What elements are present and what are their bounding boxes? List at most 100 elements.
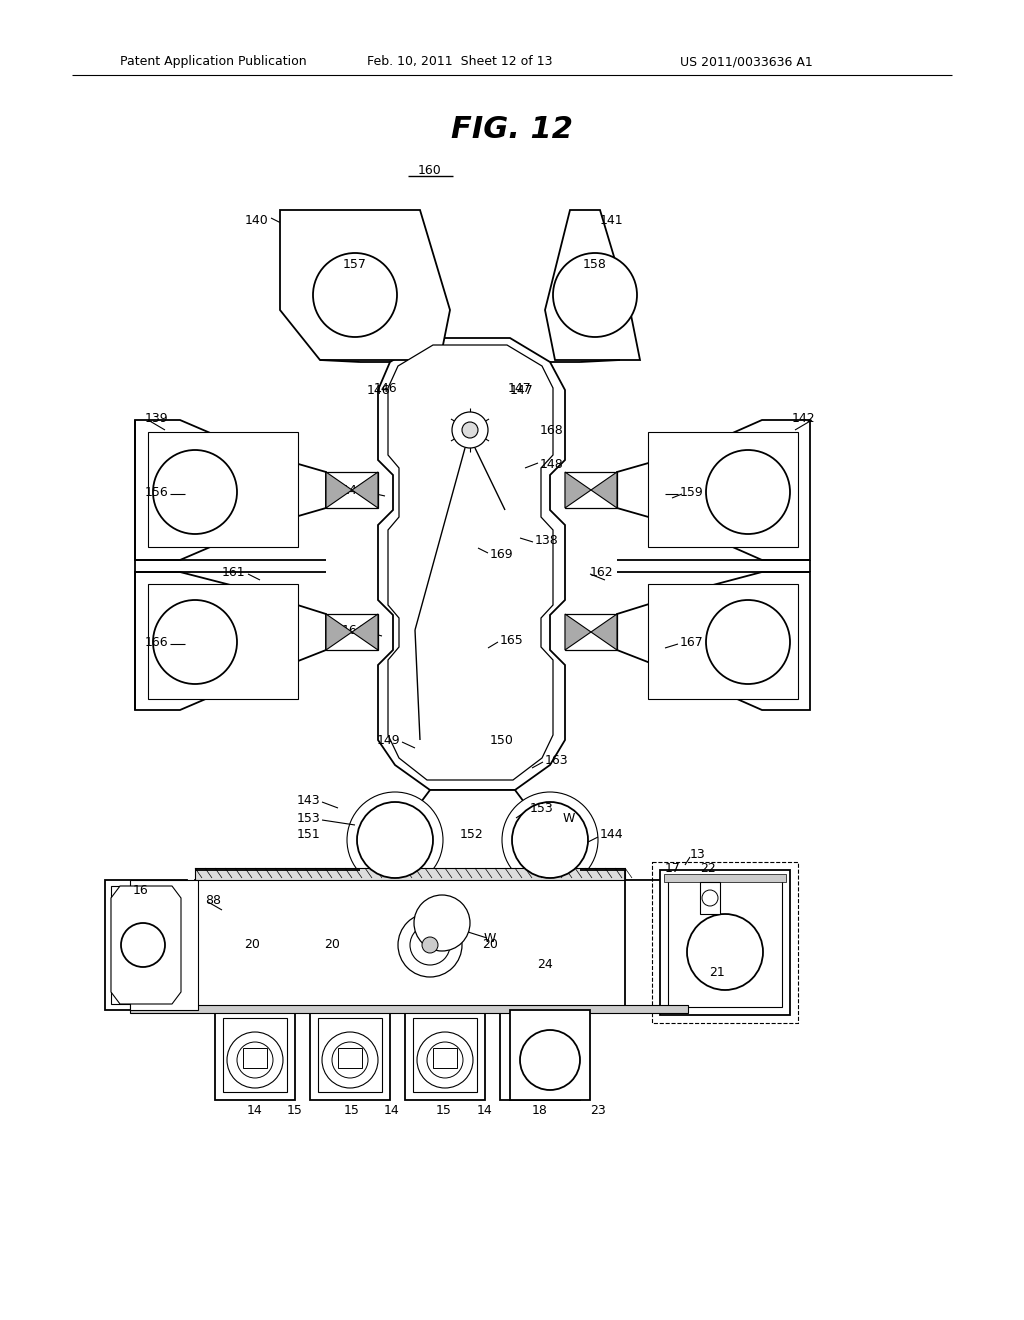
Polygon shape — [280, 210, 450, 360]
Polygon shape — [591, 614, 617, 649]
Text: 163: 163 — [545, 754, 568, 767]
Text: 14: 14 — [477, 1104, 493, 1117]
Text: 152: 152 — [460, 829, 483, 842]
Polygon shape — [617, 572, 810, 710]
Text: 166: 166 — [144, 635, 168, 648]
Text: 140: 140 — [245, 214, 268, 227]
Circle shape — [462, 422, 478, 438]
Bar — [338, 1048, 362, 1068]
Text: 15: 15 — [287, 1104, 303, 1117]
Text: FIG. 12: FIG. 12 — [451, 116, 573, 144]
Text: 161: 161 — [221, 565, 245, 578]
Text: 21: 21 — [710, 965, 725, 978]
Text: US 2011/0033636 A1: US 2011/0033636 A1 — [680, 55, 813, 69]
Bar — [105, 880, 187, 1010]
Text: 168: 168 — [540, 424, 564, 437]
Bar — [318, 1018, 382, 1092]
Circle shape — [452, 412, 488, 447]
Text: 141: 141 — [600, 214, 624, 227]
Bar — [195, 880, 625, 1010]
Bar — [500, 1010, 580, 1100]
Polygon shape — [565, 614, 591, 649]
Polygon shape — [617, 420, 810, 560]
Text: 146: 146 — [374, 381, 397, 395]
Text: Feb. 10, 2011  Sheet 12 of 13: Feb. 10, 2011 Sheet 12 of 13 — [368, 55, 553, 69]
Polygon shape — [565, 473, 591, 508]
Text: 156: 156 — [144, 486, 168, 499]
Text: 138: 138 — [535, 533, 559, 546]
Circle shape — [687, 913, 763, 990]
Text: 158: 158 — [583, 259, 607, 272]
Bar — [413, 1018, 477, 1092]
Text: 144: 144 — [600, 829, 624, 842]
Text: 88: 88 — [205, 894, 221, 907]
Text: 139: 139 — [145, 412, 169, 425]
Bar — [565, 614, 617, 649]
Polygon shape — [135, 572, 326, 710]
Text: 147: 147 — [508, 381, 531, 395]
Polygon shape — [388, 345, 553, 780]
Bar — [326, 473, 378, 508]
Bar — [664, 874, 786, 882]
Text: 19: 19 — [408, 921, 423, 935]
Text: 151: 151 — [296, 829, 319, 842]
Circle shape — [227, 1032, 283, 1088]
Bar — [148, 583, 298, 700]
Bar — [111, 886, 181, 1005]
Bar — [215, 1010, 295, 1100]
Text: 165: 165 — [500, 634, 523, 647]
Text: 153: 153 — [530, 801, 554, 814]
Bar — [148, 432, 298, 546]
Bar — [652, 862, 798, 1023]
Circle shape — [237, 1041, 273, 1078]
Text: 162: 162 — [590, 565, 613, 578]
Text: 20: 20 — [324, 939, 340, 952]
Circle shape — [313, 253, 397, 337]
Circle shape — [153, 601, 237, 684]
Circle shape — [706, 601, 790, 684]
Circle shape — [427, 1041, 463, 1078]
Text: 157: 157 — [343, 259, 367, 272]
Text: 142: 142 — [792, 412, 815, 425]
Circle shape — [121, 923, 165, 968]
Polygon shape — [352, 473, 378, 508]
Bar — [433, 1048, 457, 1068]
Circle shape — [153, 450, 237, 535]
Bar — [326, 614, 378, 649]
Text: 17: 17 — [665, 862, 681, 874]
Circle shape — [553, 253, 637, 337]
Text: 148: 148 — [540, 458, 564, 471]
Text: 150: 150 — [490, 734, 514, 747]
Text: W: W — [563, 812, 575, 825]
Text: 143: 143 — [296, 793, 319, 807]
Text: W: W — [483, 932, 497, 945]
Circle shape — [347, 792, 443, 888]
Bar — [130, 880, 198, 1010]
Polygon shape — [326, 614, 352, 649]
Text: 153: 153 — [296, 812, 319, 825]
Polygon shape — [378, 338, 565, 789]
Text: 14: 14 — [247, 1104, 263, 1117]
Polygon shape — [135, 420, 326, 560]
Bar — [243, 1048, 267, 1068]
Circle shape — [417, 1032, 473, 1088]
Polygon shape — [326, 473, 352, 508]
Bar — [668, 878, 782, 1007]
Bar — [130, 1005, 688, 1012]
Polygon shape — [545, 210, 640, 360]
Circle shape — [512, 1032, 568, 1088]
Circle shape — [502, 792, 598, 888]
Text: 23: 23 — [590, 1104, 606, 1117]
Circle shape — [398, 913, 462, 977]
Text: Patent Application Publication: Patent Application Publication — [120, 55, 306, 69]
Text: 149: 149 — [377, 734, 400, 747]
Bar — [660, 870, 790, 1015]
Text: 160: 160 — [418, 164, 442, 177]
Polygon shape — [591, 473, 617, 508]
Bar — [510, 1010, 590, 1100]
Bar — [310, 1010, 390, 1100]
Circle shape — [706, 450, 790, 535]
Bar — [700, 882, 720, 913]
Text: 16: 16 — [132, 883, 148, 896]
Text: 164: 164 — [341, 623, 365, 636]
